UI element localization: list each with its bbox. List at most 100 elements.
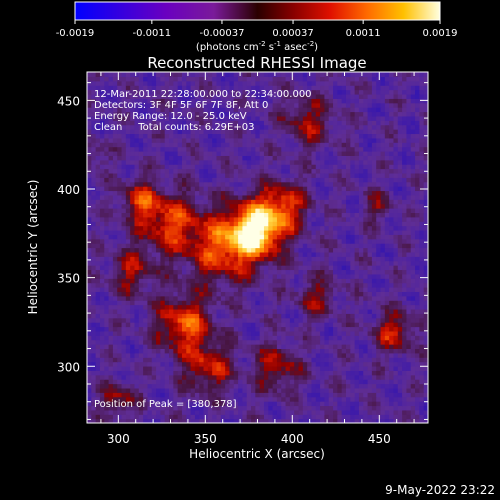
heatmap-cell: [220, 278, 226, 284]
heatmap-cell: [156, 361, 161, 367]
heatmap-cell: [354, 216, 360, 222]
heatmap-cell: [151, 243, 157, 249]
heatmap-cell: [177, 177, 183, 183]
heatmap-cell: [181, 247, 187, 253]
heatmap-cell: [302, 361, 308, 367]
heatmap-cell: [194, 221, 200, 227]
heatmap-cell: [151, 247, 157, 253]
heatmap-cell: [87, 142, 92, 148]
heatmap-cell: [311, 352, 317, 358]
heatmap-cell: [233, 234, 239, 240]
heatmap-cell: [151, 194, 157, 200]
heatmap-cell: [294, 186, 300, 192]
heatmap-cell: [263, 291, 269, 297]
heatmap-cell: [121, 322, 127, 328]
heatmap-cell: [251, 300, 256, 306]
heatmap-cell: [371, 387, 377, 393]
heatmap-cell: [285, 150, 291, 156]
heatmap-cell: [117, 229, 123, 235]
heatmap-cell: [220, 365, 226, 371]
heatmap-cell: [259, 308, 265, 314]
heatmap-cell: [298, 247, 304, 253]
heatmap-cell: [199, 234, 205, 240]
heatmap-cell: [156, 300, 161, 306]
heatmap-cell: [328, 234, 334, 240]
heatmap-cell: [164, 370, 170, 376]
heatmap-cell: [147, 155, 153, 161]
heatmap-cell: [423, 203, 428, 209]
heatmap-cell: [384, 146, 390, 152]
heatmap-cell: [164, 199, 170, 205]
heatmap-cell: [121, 234, 127, 240]
heatmap-cell: [289, 278, 295, 284]
heatmap-cell: [203, 247, 209, 253]
heatmap-cell: [315, 361, 321, 367]
heatmap-cell: [302, 414, 308, 420]
heatmap-cell: [194, 216, 200, 222]
heatmap-cell: [406, 317, 412, 323]
heatmap-cell: [104, 357, 110, 363]
heatmap-cell: [99, 339, 105, 345]
heatmap-cell: [151, 405, 157, 411]
heatmap-cell: [272, 392, 278, 398]
heatmap-cell: [389, 199, 395, 205]
heatmap-cell: [225, 177, 231, 183]
heatmap-cell: [311, 216, 317, 222]
heatmap-cell: [225, 344, 231, 350]
heatmap-cell: [229, 308, 235, 314]
heatmap-cell: [242, 409, 248, 415]
heatmap-cell: [255, 216, 261, 222]
heatmap-cell: [397, 365, 403, 371]
heatmap-cell: [263, 238, 269, 244]
heatmap-cell: [225, 365, 231, 371]
heatmap-cell: [207, 348, 213, 354]
heatmap-cell: [415, 199, 420, 205]
heatmap-cell: [358, 181, 364, 187]
heatmap-cell: [285, 208, 291, 213]
heatmap-cell: [367, 278, 373, 284]
heatmap-cell: [350, 273, 356, 279]
heatmap-cell: [268, 361, 274, 367]
heatmap-cell: [229, 401, 235, 407]
heatmap-cell: [216, 300, 222, 306]
heatmap-cell: [281, 177, 287, 183]
heatmap-cell: [371, 273, 377, 279]
heatmap-cell: [337, 282, 343, 288]
heatmap-cell: [125, 348, 131, 354]
heatmap-cell: [363, 365, 369, 371]
heatmap-cell: [402, 352, 408, 358]
heatmap-cell: [138, 300, 144, 306]
heatmap-cell: [384, 365, 390, 371]
heatmap-cell: [315, 243, 321, 249]
heatmap-cell: [112, 295, 118, 301]
heatmap-cell: [121, 190, 127, 196]
heatmap-cell: [302, 392, 308, 398]
heatmap-cell: [294, 181, 300, 187]
heatmap-cell: [263, 348, 269, 354]
heatmap-cell: [99, 172, 105, 178]
heatmap-cell: [242, 247, 248, 253]
heatmap-cell: [406, 251, 412, 257]
heatmap-cell: [363, 216, 369, 222]
heatmap-cell: [147, 322, 153, 328]
heatmap-cell: [268, 335, 274, 341]
heatmap-cell: [358, 155, 364, 161]
heatmap-cell: [203, 181, 209, 187]
heatmap-cell: [268, 221, 274, 227]
heatmap-cell: [108, 304, 114, 310]
heatmap-cell: [238, 335, 243, 341]
heatmap-cell: [225, 168, 231, 174]
heatmap-cell: [199, 164, 205, 170]
heatmap-cell: [164, 177, 170, 183]
heatmap-cell: [406, 159, 412, 165]
heatmap-cell: [311, 348, 317, 354]
heatmap-cell: [289, 409, 295, 415]
heatmap-cell: [164, 208, 170, 213]
heatmap-cell: [376, 177, 382, 183]
heatmap-cell: [216, 352, 222, 358]
heatmap-cell: [147, 300, 153, 306]
heatmap-cell: [216, 344, 222, 350]
heatmap-cell: [199, 330, 205, 336]
heatmap-cell: [419, 308, 425, 314]
heatmap-cell: [268, 251, 274, 257]
